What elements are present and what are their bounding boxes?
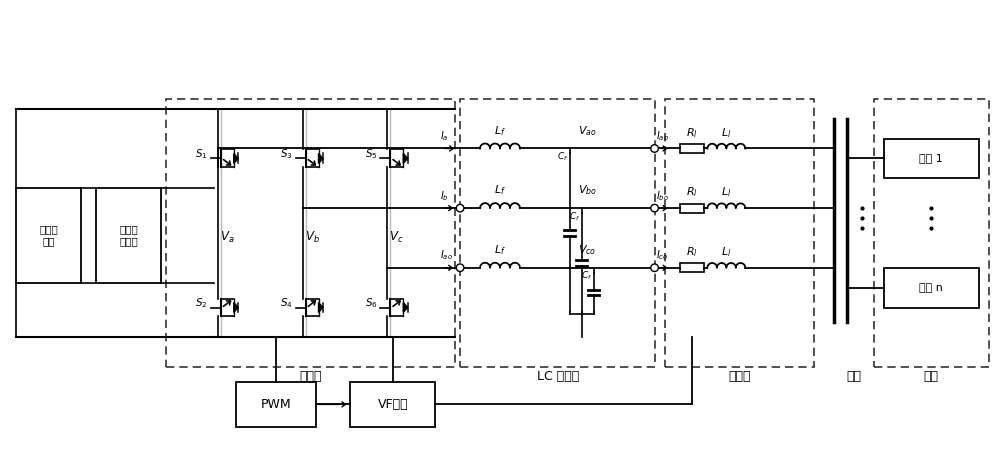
FancyBboxPatch shape	[460, 99, 655, 367]
Text: $L_l$: $L_l$	[721, 126, 732, 140]
Text: 负载 n: 负载 n	[919, 283, 943, 293]
Text: $V_{bo}$: $V_{bo}$	[578, 183, 597, 197]
Text: $S_2$: $S_2$	[195, 297, 208, 310]
Text: 分布式
电源: 分布式 电源	[39, 225, 58, 246]
Polygon shape	[319, 154, 323, 164]
Text: VF控制: VF控制	[377, 398, 408, 411]
Text: $C_f$: $C_f$	[569, 210, 581, 222]
Polygon shape	[234, 154, 238, 164]
Text: $L_f$: $L_f$	[494, 124, 506, 138]
Text: $V_{co}$: $V_{co}$	[578, 243, 596, 257]
Text: $V_c$: $V_c$	[389, 231, 404, 246]
FancyBboxPatch shape	[680, 263, 704, 272]
Polygon shape	[319, 303, 323, 313]
Circle shape	[456, 204, 464, 212]
Text: $C_f$: $C_f$	[581, 270, 593, 282]
FancyBboxPatch shape	[680, 204, 704, 212]
Text: $L_f$: $L_f$	[494, 183, 506, 197]
Text: PWM: PWM	[260, 398, 291, 411]
Text: $L_f$: $L_f$	[494, 243, 506, 257]
FancyBboxPatch shape	[16, 188, 81, 283]
Polygon shape	[403, 154, 408, 164]
Polygon shape	[234, 303, 238, 313]
Polygon shape	[403, 303, 408, 313]
FancyBboxPatch shape	[665, 99, 814, 367]
Text: 传输线: 传输线	[728, 370, 751, 383]
Circle shape	[651, 204, 658, 212]
Text: $S_1$: $S_1$	[195, 148, 208, 161]
Text: $L_l$: $L_l$	[721, 185, 732, 199]
Text: $V_a$: $V_a$	[220, 231, 234, 246]
Text: $C_f$: $C_f$	[557, 150, 569, 163]
Circle shape	[456, 264, 464, 271]
Text: 总线: 总线	[847, 370, 862, 383]
Text: $S_6$: $S_6$	[365, 297, 377, 310]
Text: 负载: 负载	[923, 370, 938, 383]
Text: $S_3$: $S_3$	[280, 148, 293, 161]
Text: $I_{co}$: $I_{co}$	[656, 249, 668, 262]
Text: $S_4$: $S_4$	[280, 297, 293, 310]
Text: $R_l$: $R_l$	[686, 185, 698, 199]
FancyBboxPatch shape	[350, 382, 435, 427]
Text: 电池存
储设备: 电池存 储设备	[119, 225, 138, 246]
Text: $V_b$: $V_b$	[305, 231, 319, 246]
Text: $L_l$: $L_l$	[721, 245, 732, 259]
Text: $S_5$: $S_5$	[365, 148, 377, 161]
Text: $R_l$: $R_l$	[686, 245, 698, 259]
Text: $I_a$: $I_a$	[440, 129, 449, 143]
FancyBboxPatch shape	[236, 382, 316, 427]
FancyBboxPatch shape	[884, 268, 979, 308]
FancyBboxPatch shape	[874, 99, 989, 367]
Text: 负载 1: 负载 1	[919, 154, 943, 164]
Text: $V_{ao}$: $V_{ao}$	[578, 124, 597, 138]
Text: 逆变器: 逆变器	[299, 370, 322, 383]
Text: $I_{bo}$: $I_{bo}$	[656, 189, 669, 202]
FancyBboxPatch shape	[680, 144, 704, 153]
Text: LC 滤波器: LC 滤波器	[537, 370, 579, 383]
Text: $I_{ao}$: $I_{ao}$	[440, 249, 453, 262]
Circle shape	[651, 264, 658, 271]
Text: $I_{ao}$: $I_{ao}$	[656, 129, 668, 143]
FancyBboxPatch shape	[96, 188, 161, 283]
FancyBboxPatch shape	[166, 99, 455, 367]
Text: $R_l$: $R_l$	[686, 126, 698, 140]
Circle shape	[651, 145, 658, 152]
Text: $I_b$: $I_b$	[440, 189, 449, 202]
FancyBboxPatch shape	[884, 139, 979, 178]
